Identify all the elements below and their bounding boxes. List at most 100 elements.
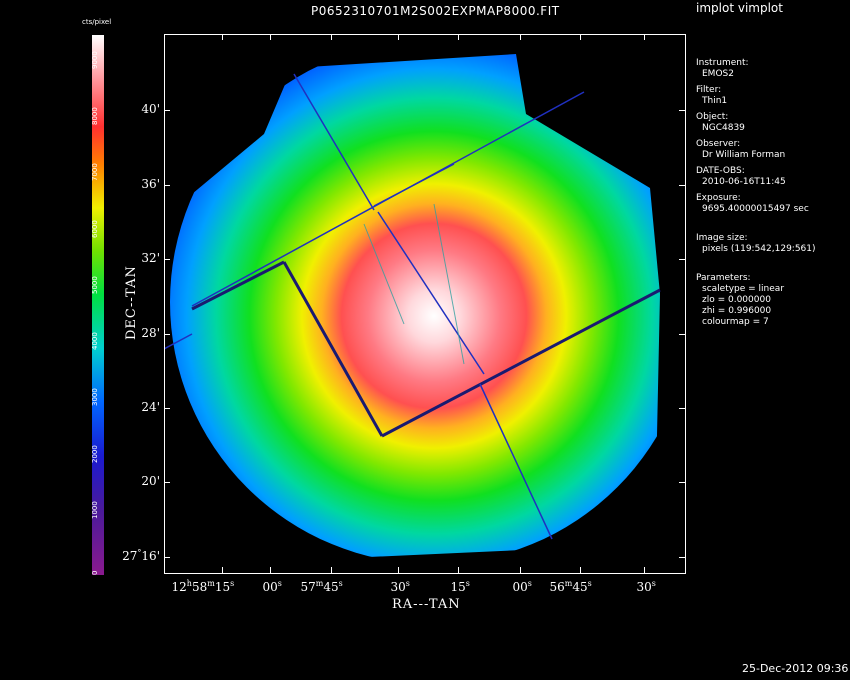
x-tick-part: m — [315, 579, 324, 588]
param-zlo: zlo = 0.000000 — [702, 295, 771, 305]
y-tick-mark — [164, 482, 170, 483]
x-tick-label: 12h58m15s — [172, 579, 235, 594]
y-tick-mark — [164, 408, 170, 409]
x-tick-part: 45 — [572, 580, 588, 594]
y-tick-mark — [164, 185, 170, 186]
exposure-label: Exposure: — [696, 193, 741, 203]
x-tick-mark — [398, 34, 399, 40]
y-tick-arc: 32' — [141, 251, 160, 265]
y-tick-arc: 36' — [141, 177, 160, 191]
colorbar-tick-label: 6000 — [91, 219, 99, 238]
x-tick-part: 30 — [390, 580, 406, 594]
param-zhi: zhi = 0.996000 — [702, 306, 772, 316]
filter-label: Filter: — [696, 85, 722, 95]
x-tick-mark — [270, 567, 271, 573]
x-tick-part: m — [564, 579, 573, 588]
x-tick-mark — [331, 567, 332, 573]
x-tick-part: s — [587, 579, 592, 588]
colorbar-tick-label: 9000 — [91, 50, 99, 69]
field-of-view — [170, 54, 660, 559]
x-tick-part: s — [277, 579, 282, 588]
x-tick-label: 30s — [391, 579, 410, 594]
y-tick-mark — [679, 110, 685, 111]
x-tick-label: 30s — [637, 579, 656, 594]
y-tick-deg: 27 — [122, 549, 138, 563]
parameters-label: Parameters: — [696, 273, 751, 283]
colorbar-tick-label: 5000 — [91, 275, 99, 294]
param-scaletype: scaletype = linear — [702, 284, 785, 294]
colorbar-tick-label: 4000 — [91, 332, 99, 350]
x-tick-mark — [222, 567, 223, 573]
x-tick-part: s — [405, 579, 410, 588]
y-tick-mark — [679, 408, 685, 409]
x-tick-mark — [580, 567, 581, 573]
x-tick-part: 30 — [636, 580, 652, 594]
x-tick-part: 58 — [191, 580, 208, 594]
x-tick-mark — [520, 567, 521, 573]
x-tick-mark — [520, 34, 521, 40]
x-tick-mark — [398, 567, 399, 573]
x-tick-part: 00 — [512, 580, 528, 594]
y-tick-arc: 40' — [141, 102, 160, 116]
x-tick-label: 56m45s — [550, 579, 592, 594]
x-tick-part: s — [230, 579, 235, 588]
observer-label: Observer: — [696, 139, 741, 149]
instrument-value: EMOS2 — [702, 69, 734, 79]
x-tick-mark — [458, 567, 459, 573]
image-size-label: Image size: — [696, 233, 748, 243]
date-value: 2010-06-16T11:45 — [702, 177, 786, 187]
x-tick-part: s — [651, 579, 656, 588]
filter-value: Thin1 — [702, 96, 728, 106]
y-tick-mark — [679, 557, 685, 558]
y-tick-label: 40' — [141, 101, 160, 116]
ccd-gaps — [191, 260, 661, 438]
y-tick-mark — [164, 557, 170, 558]
x-tick-part: 56 — [549, 580, 565, 594]
y-tick-label: 20' — [141, 473, 160, 488]
image-size-value: pixels (119:542,129:561) — [702, 244, 816, 254]
app-title: implot vimplot — [696, 1, 783, 15]
y-tick-mark — [164, 259, 170, 260]
object-label: Object: — [696, 112, 729, 122]
x-tick-mark — [644, 34, 645, 40]
x-tick-part: 12 — [171, 580, 187, 594]
colorbar-tick-label: 1000 — [91, 500, 99, 519]
ccd-edges — [164, 73, 585, 540]
colorbar-label: cts/pixel — [82, 18, 112, 26]
plot-title: P0652310701M2S002EXPMAP8000.FIT — [311, 4, 560, 18]
param-colourmap: colourmap = 7 — [702, 317, 769, 327]
y-tick-arc: 16' — [141, 549, 160, 563]
x-tick-label: 00s — [263, 579, 282, 594]
colorbar-tick-label: 8000 — [91, 107, 99, 125]
exposure-value: 9695.40000015497 sec — [702, 204, 809, 214]
y-tick-label: 24' — [141, 399, 160, 414]
x-tick-mark — [222, 34, 223, 40]
x-tick-part: h — [186, 579, 192, 588]
x-tick-label: 15s — [451, 579, 470, 594]
x-tick-part: 15 — [450, 580, 466, 594]
y-tick-label: 36' — [141, 176, 160, 191]
y-tick-label: 32' — [141, 250, 160, 265]
x-tick-part: 45 — [323, 580, 339, 594]
observer-value: Dr William Forman — [702, 150, 786, 160]
x-tick-part: s — [527, 579, 532, 588]
date-label: DATE-OBS: — [696, 166, 745, 176]
y-tick-mark — [679, 259, 685, 260]
y-tick-arc: 24' — [141, 400, 160, 414]
x-tick-part: 15 — [214, 580, 231, 594]
colorbar — [92, 35, 104, 575]
x-tick-mark — [644, 567, 645, 573]
x-tick-mark — [270, 34, 271, 40]
x-tick-label: 57m45s — [301, 579, 343, 594]
x-tick-mark — [580, 34, 581, 40]
instrument-label: Instrument: — [696, 58, 749, 68]
x-axis-label: RA---TAN — [392, 597, 461, 612]
colorbar-gradient — [92, 35, 104, 575]
y-tick-arc: 28' — [141, 326, 160, 340]
x-tick-part: s — [465, 579, 470, 588]
info-panel: Instrument: EMOS2 Filter: Thin1 Object: … — [696, 58, 816, 328]
x-tick-part: 57 — [300, 580, 316, 594]
y-tick-mark — [679, 482, 685, 483]
colorbar-tick-label: 2000 — [91, 444, 99, 463]
y-tick-mark — [679, 334, 685, 335]
